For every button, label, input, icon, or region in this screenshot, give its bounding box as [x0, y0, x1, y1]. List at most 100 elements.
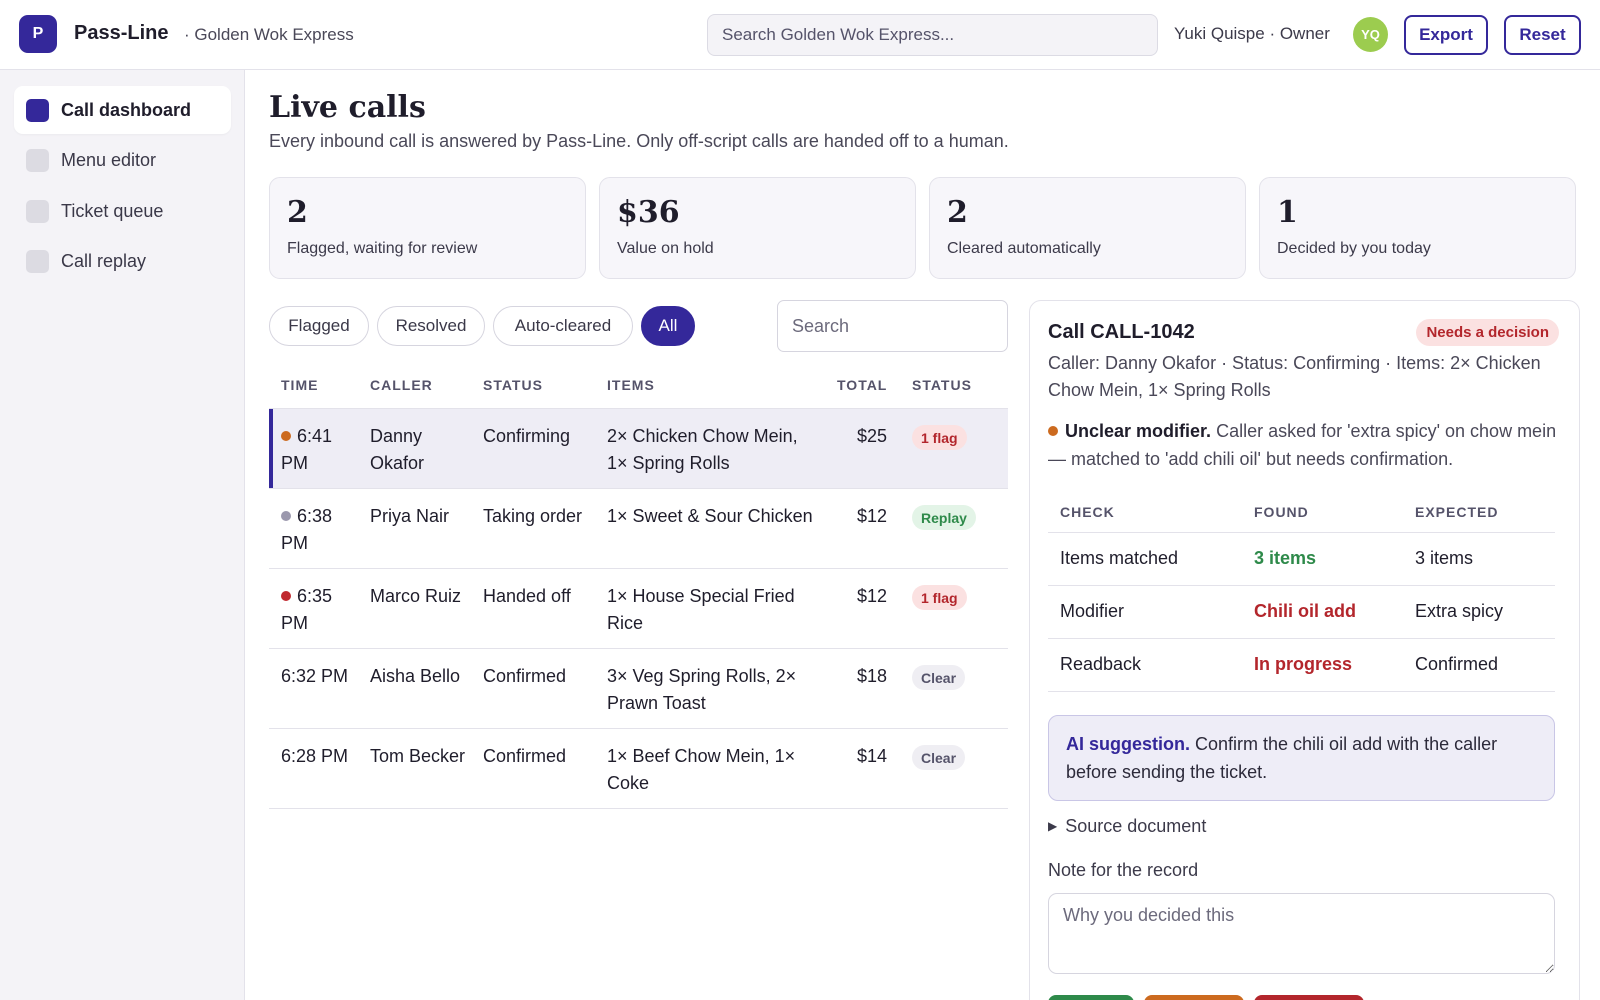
approve-button[interactable] — [1048, 995, 1134, 1000]
checks-table: CHECK FOUND EXPECTED Items matched 3 ite… — [1048, 494, 1555, 692]
status-dot-icon — [281, 591, 291, 601]
column-header: EXPECTED — [1415, 504, 1499, 520]
flag-title: Unclear modifier. — [1065, 421, 1212, 441]
source-document-toggle[interactable]: ▶ Source document — [1048, 816, 1206, 837]
hold-button[interactable] — [1144, 995, 1244, 1000]
check-expected: 3 items — [1415, 548, 1474, 568]
stat-card-value-on-hold: $36 Value on hold — [599, 177, 916, 279]
table-row[interactable]: 6:41 PM Danny Okafor Confirming 2× Chick… — [269, 409, 1008, 489]
brand-name: Pass-Line — [74, 22, 169, 44]
cell-time: 6:32 PM — [281, 663, 361, 690]
check-found: 3 items — [1254, 548, 1317, 568]
cell-caller: Priya Nair — [370, 506, 450, 526]
column-header: CHECK — [1060, 504, 1115, 520]
column-header[interactable]: TIME — [281, 377, 319, 393]
stat-card-flagged: 2 Flagged, waiting for review — [269, 177, 586, 279]
table-row[interactable]: 6:35 PM Marco Ruiz Handed off 1× House S… — [269, 569, 1008, 649]
cell-status: Handed off — [483, 586, 571, 606]
cell-time: 6:35 PM — [281, 583, 361, 637]
cell-total: $18 — [856, 666, 887, 686]
filter-chip-resolved[interactable]: Resolved — [377, 306, 485, 346]
ai-suggestion: AI suggestion. Confirm the chili oil add… — [1048, 715, 1555, 801]
stat-value: 2 — [287, 195, 308, 230]
filter-chip-all[interactable]: All — [641, 306, 695, 346]
cell-caller: Aisha Bello — [370, 666, 461, 686]
column-header[interactable]: TOTAL — [837, 377, 888, 393]
sidebar-item-call-dashboard[interactable]: Call dashboard — [14, 86, 231, 134]
stat-value: 2 — [947, 195, 968, 230]
flag-description: Unclear modifier. Caller asked for 'extr… — [1048, 417, 1558, 473]
column-header[interactable]: CALLER — [370, 377, 433, 393]
cell-total: $12 — [856, 586, 887, 606]
sidebar-item-label: Menu editor — [61, 149, 157, 170]
cell-status: Taking order — [483, 506, 583, 526]
cell-status: Confirmed — [483, 666, 567, 686]
restaurant-name: · Golden Wok Express — [184, 25, 354, 44]
nav-square-icon — [26, 199, 49, 223]
top-bar: P Pass-Line · Golden Wok Express Yuki Qu… — [0, 0, 1600, 70]
stat-card-cleared: 2 Cleared automatically — [929, 177, 1246, 279]
check-name: Modifier — [1060, 601, 1125, 621]
cell-caller: Marco Ruiz — [370, 586, 462, 606]
row-badge: Clear — [912, 665, 966, 690]
cell-caller: Tom Becker — [370, 746, 466, 766]
call-meta: Caller: Danny Okafor · Status: Confirmin… — [1048, 353, 1541, 400]
cell-status: Confirmed — [483, 746, 567, 766]
column-header[interactable]: STATUS — [912, 377, 972, 393]
flag-text: Caller asked for 'extra spicy' on chow m… — [1048, 421, 1557, 469]
check-row: Readback In progress Confirmed — [1048, 639, 1555, 692]
note-label: Note for the record — [1048, 860, 1199, 880]
nav-square-icon — [26, 249, 49, 273]
cell-time: 6:28 PM — [281, 743, 361, 770]
column-header[interactable]: STATUS — [483, 377, 543, 393]
cell-items: 3× Veg Spring Rolls, 2× Prawn Toast — [607, 666, 797, 713]
global-search-input[interactable] — [707, 14, 1158, 56]
column-header[interactable]: ITEMS — [607, 377, 655, 393]
sidebar-item-menu-editor[interactable]: Menu editor — [14, 136, 231, 184]
check-found: Chili oil add — [1254, 601, 1356, 621]
cell-caller: Danny Okafor — [370, 426, 425, 473]
cell-time: 6:38 PM — [281, 503, 361, 557]
export-button[interactable]: Export — [1404, 15, 1488, 55]
stat-value: $36 — [617, 195, 680, 230]
call-detail-panel: Call CALL-1042 Needs a decision Caller: … — [1029, 300, 1580, 1000]
page-subtitle: Every inbound call is answered by Pass-L… — [269, 131, 1009, 151]
cell-items: 2× Chicken Chow Mein, 1× Spring Rolls — [607, 426, 798, 473]
check-row: Modifier Chili oil add Extra spicy — [1048, 586, 1555, 639]
calls-search-input[interactable] — [777, 300, 1008, 352]
page-title: Live calls — [269, 90, 426, 125]
table-row[interactable]: 6:32 PM Aisha Bello Confirmed 3× Veg Spr… — [269, 649, 1008, 729]
check-expected: Extra spicy — [1415, 601, 1504, 621]
note-textarea[interactable] — [1048, 893, 1555, 974]
row-badge: Clear — [912, 745, 966, 770]
status-dot-icon — [281, 431, 291, 441]
time-text: 6:41 PM — [281, 426, 333, 473]
ai-suggestion-text: Confirm the chili oil add with the calle… — [1066, 734, 1498, 782]
flag-dot-icon — [1048, 426, 1058, 436]
reject-button[interactable] — [1254, 995, 1364, 1000]
ai-suggestion-title: AI suggestion. — [1066, 734, 1191, 754]
sidebar-item-label: Call replay — [61, 250, 147, 271]
cell-total: $12 — [856, 506, 887, 526]
main-content: Live calls Every inbound call is answere… — [245, 70, 1600, 1000]
status-badge: Needs a decision — [1416, 319, 1559, 346]
avatar[interactable]: YQ — [1353, 17, 1388, 52]
sidebar-item-label: Call dashboard — [61, 99, 192, 120]
stat-label: Flagged, waiting for review — [287, 240, 478, 257]
reset-button[interactable]: Reset — [1504, 15, 1581, 55]
filter-chip-flagged[interactable]: Flagged — [269, 306, 369, 346]
cell-items: 1× Sweet & Sour Chicken — [607, 506, 813, 526]
row-badge: 1 flag — [912, 425, 967, 450]
sidebar-item-ticket-queue[interactable]: Ticket queue — [14, 187, 231, 235]
time-text: 6:32 PM — [281, 666, 349, 686]
table-row[interactable]: 6:38 PM Priya Nair Taking order 1× Sweet… — [269, 489, 1008, 569]
table-row[interactable]: 6:28 PM Tom Becker Confirmed 1× Beef Cho… — [269, 729, 1008, 809]
cell-total: $25 — [856, 426, 887, 446]
sidebar-item-call-replay[interactable]: Call replay — [14, 237, 231, 285]
time-text: 6:35 PM — [281, 586, 333, 633]
table-header: TIME CALLER STATUS ITEMS TOTAL STATUS — [269, 364, 1008, 409]
triangle-right-icon: ▶ — [1048, 819, 1058, 833]
stat-card-decided: 1 Decided by you today — [1259, 177, 1576, 279]
filter-chip-auto-cleared[interactable]: Auto-cleared — [493, 306, 633, 346]
time-text: 6:38 PM — [281, 506, 333, 553]
